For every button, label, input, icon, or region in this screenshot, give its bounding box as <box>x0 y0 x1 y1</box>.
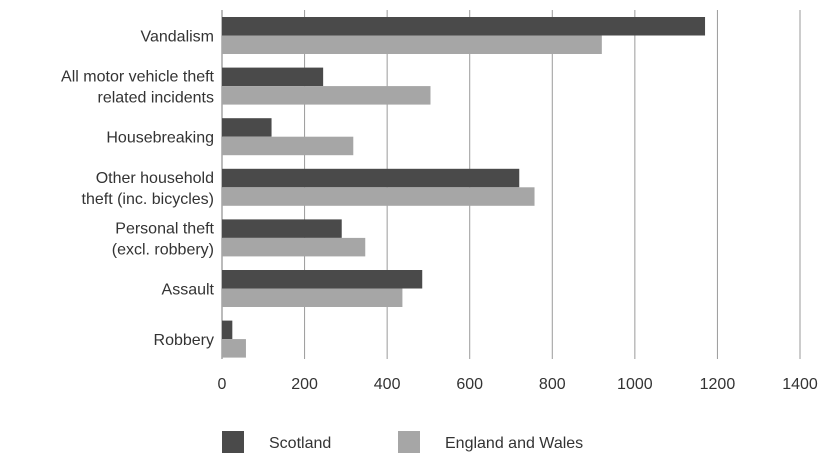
x-tick-label: 600 <box>456 376 483 393</box>
category-label: Other household theft (inc. bicycles) <box>82 170 214 208</box>
category-label: Robbery <box>154 332 214 349</box>
x-tick-label: 1000 <box>617 376 653 393</box>
bar-england-and-wales <box>222 86 431 105</box>
legend-label: Scotland <box>269 435 331 452</box>
category-label-line: Personal theft <box>115 220 214 237</box>
bar-scotland <box>222 67 324 87</box>
legend-swatch <box>222 431 244 453</box>
legend-label: England and Wales <box>445 435 583 452</box>
legend-swatch <box>398 431 420 453</box>
bar-england-and-wales <box>222 136 354 156</box>
bar-scotland <box>222 270 423 289</box>
category-label-line: Vandalism <box>140 29 214 46</box>
x-tick-label: 0 <box>218 376 227 393</box>
x-tick-label: 1400 <box>782 376 818 393</box>
bar-england-and-wales <box>222 187 535 206</box>
bar-scotland <box>222 320 233 340</box>
bar-scotland <box>222 17 706 36</box>
category-label-line: (excl. robbery) <box>112 241 214 258</box>
bar-scotland <box>222 168 520 188</box>
category-label-line: Assault <box>162 282 215 299</box>
x-tick-label: 200 <box>291 376 318 393</box>
category-label: Assault <box>162 282 215 299</box>
legend: Scotland England and Wales <box>222 431 583 453</box>
x-tick-label: 400 <box>374 376 401 393</box>
category-label-line: Housebreaking <box>106 130 214 147</box>
category-label-line: Robbery <box>154 332 214 349</box>
bars <box>222 17 706 358</box>
category-labels: Vandalism All motor vehicle theft related … <box>61 29 215 350</box>
category-label: Vandalism <box>140 29 214 46</box>
category-label-line: theft (inc. bicycles) <box>82 191 214 208</box>
bar-scotland <box>222 219 342 238</box>
bar-england-and-wales <box>222 339 246 358</box>
category-label: Personal theft (excl. robbery) <box>112 220 215 258</box>
x-axis-ticks: 0 200 400 600 800 1000 1200 1400 <box>218 376 818 393</box>
category-label: All motor vehicle theft related incidents <box>61 69 215 107</box>
x-tick-label: 800 <box>539 376 566 393</box>
category-label-line: related incidents <box>97 90 214 107</box>
category-label-line: All motor vehicle theft <box>61 69 215 86</box>
category-label-line: Other household <box>96 170 214 187</box>
bar-england-and-wales <box>222 35 602 54</box>
bar-scotland <box>222 118 272 137</box>
category-label: Housebreaking <box>106 130 214 147</box>
bar-england-and-wales <box>222 237 366 257</box>
x-tick-label: 1200 <box>700 376 736 393</box>
bar-england-and-wales <box>222 288 403 307</box>
